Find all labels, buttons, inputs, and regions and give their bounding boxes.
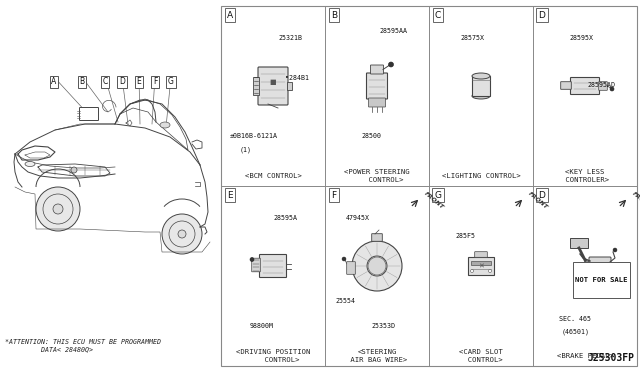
Circle shape xyxy=(613,248,617,252)
Text: (1): (1) xyxy=(240,147,252,153)
Text: G: G xyxy=(168,77,174,87)
Text: D: D xyxy=(119,77,125,87)
FancyBboxPatch shape xyxy=(468,257,494,275)
FancyBboxPatch shape xyxy=(347,262,355,274)
Circle shape xyxy=(162,214,202,254)
FancyBboxPatch shape xyxy=(561,82,572,89)
Text: <DRIVING POSITION
    CONTROL>: <DRIVING POSITION CONTROL> xyxy=(236,350,310,362)
Circle shape xyxy=(342,257,346,261)
Ellipse shape xyxy=(25,161,35,167)
Circle shape xyxy=(352,241,402,291)
Text: 25321B: 25321B xyxy=(278,35,302,41)
Text: 98800M: 98800M xyxy=(250,323,274,329)
Circle shape xyxy=(178,230,186,238)
Circle shape xyxy=(388,62,394,67)
Text: <POWER STEERING
    CONTROL>: <POWER STEERING CONTROL> xyxy=(344,170,410,183)
Text: D: D xyxy=(539,10,545,19)
Text: 28595AA: 28595AA xyxy=(379,28,407,34)
Text: C: C xyxy=(435,10,441,19)
Text: ±0B16B-6121A: ±0B16B-6121A xyxy=(229,132,277,139)
Text: 28500: 28500 xyxy=(362,132,381,139)
Text: 47945X: 47945X xyxy=(346,215,370,221)
FancyBboxPatch shape xyxy=(372,234,382,241)
Ellipse shape xyxy=(472,93,490,99)
Circle shape xyxy=(367,256,387,276)
Text: <BRAKE PEDAL>: <BRAKE PEDAL> xyxy=(557,353,613,359)
FancyBboxPatch shape xyxy=(259,254,287,278)
Text: ■: ■ xyxy=(269,79,276,85)
FancyBboxPatch shape xyxy=(589,257,611,281)
Text: (46501): (46501) xyxy=(562,328,590,335)
Text: G: G xyxy=(435,190,442,199)
Text: 25554: 25554 xyxy=(335,298,355,304)
Text: 28575X: 28575X xyxy=(460,35,484,41)
Text: FRONT: FRONT xyxy=(631,191,640,210)
Bar xyxy=(287,82,292,90)
Text: C: C xyxy=(102,77,108,87)
Circle shape xyxy=(470,269,474,273)
FancyBboxPatch shape xyxy=(79,108,99,121)
Circle shape xyxy=(36,187,80,231)
FancyBboxPatch shape xyxy=(252,258,260,272)
Text: 25353D: 25353D xyxy=(372,323,396,329)
FancyBboxPatch shape xyxy=(371,65,383,74)
Text: F: F xyxy=(153,77,157,87)
Circle shape xyxy=(488,269,492,273)
Text: FRONT: FRONT xyxy=(423,191,445,210)
Text: E: E xyxy=(136,77,141,87)
Circle shape xyxy=(584,261,590,267)
Text: A: A xyxy=(51,77,56,87)
Text: B: B xyxy=(79,77,84,87)
FancyBboxPatch shape xyxy=(570,77,600,94)
Text: SEC. 465: SEC. 465 xyxy=(559,316,591,322)
Ellipse shape xyxy=(160,122,170,128)
Text: 285F5: 285F5 xyxy=(455,233,475,240)
Bar xyxy=(472,76,490,96)
Text: <KEY LESS
 CONTROLER>: <KEY LESS CONTROLER> xyxy=(561,170,609,183)
Circle shape xyxy=(368,257,386,275)
Circle shape xyxy=(596,283,604,291)
FancyBboxPatch shape xyxy=(369,98,385,107)
Bar xyxy=(471,261,491,265)
Text: NOT FOR SALE: NOT FOR SALE xyxy=(575,277,627,283)
Bar xyxy=(570,238,588,248)
Text: <STEERING
 AIR BAG WIRE>: <STEERING AIR BAG WIRE> xyxy=(346,350,408,362)
FancyBboxPatch shape xyxy=(475,252,487,257)
Text: A: A xyxy=(227,10,233,19)
Text: *ATTENTION: THIS ECU MUST BE PROGRAMMED
         DATA< 28480Q>: *ATTENTION: THIS ECU MUST BE PROGRAMMED … xyxy=(5,339,161,352)
Text: <LIGHTING CONTROL>: <LIGHTING CONTROL> xyxy=(442,173,520,179)
Circle shape xyxy=(71,167,77,173)
Text: B: B xyxy=(331,10,337,19)
Ellipse shape xyxy=(472,73,490,79)
Text: <CARD SLOT
  CONTROL>: <CARD SLOT CONTROL> xyxy=(459,350,503,362)
FancyBboxPatch shape xyxy=(258,67,288,105)
Text: ✕: ✕ xyxy=(478,264,484,270)
Text: 28595X: 28595X xyxy=(570,35,593,41)
FancyBboxPatch shape xyxy=(598,82,607,90)
Bar xyxy=(253,77,259,95)
Text: 28595A: 28595A xyxy=(273,215,297,221)
Text: •284B1: •284B1 xyxy=(285,75,310,81)
Text: F: F xyxy=(332,190,337,199)
Text: 28595AD: 28595AD xyxy=(587,82,615,88)
Text: E: E xyxy=(227,190,233,199)
Text: FRONT: FRONT xyxy=(527,191,549,210)
Text: J25303FP: J25303FP xyxy=(587,353,634,363)
Circle shape xyxy=(53,204,63,214)
Bar xyxy=(221,6,637,366)
Text: D: D xyxy=(539,190,545,199)
Bar xyxy=(573,262,630,298)
Circle shape xyxy=(250,257,254,262)
Circle shape xyxy=(610,87,614,91)
Text: <BCM CONTROL>: <BCM CONTROL> xyxy=(244,173,301,179)
FancyBboxPatch shape xyxy=(367,73,387,99)
